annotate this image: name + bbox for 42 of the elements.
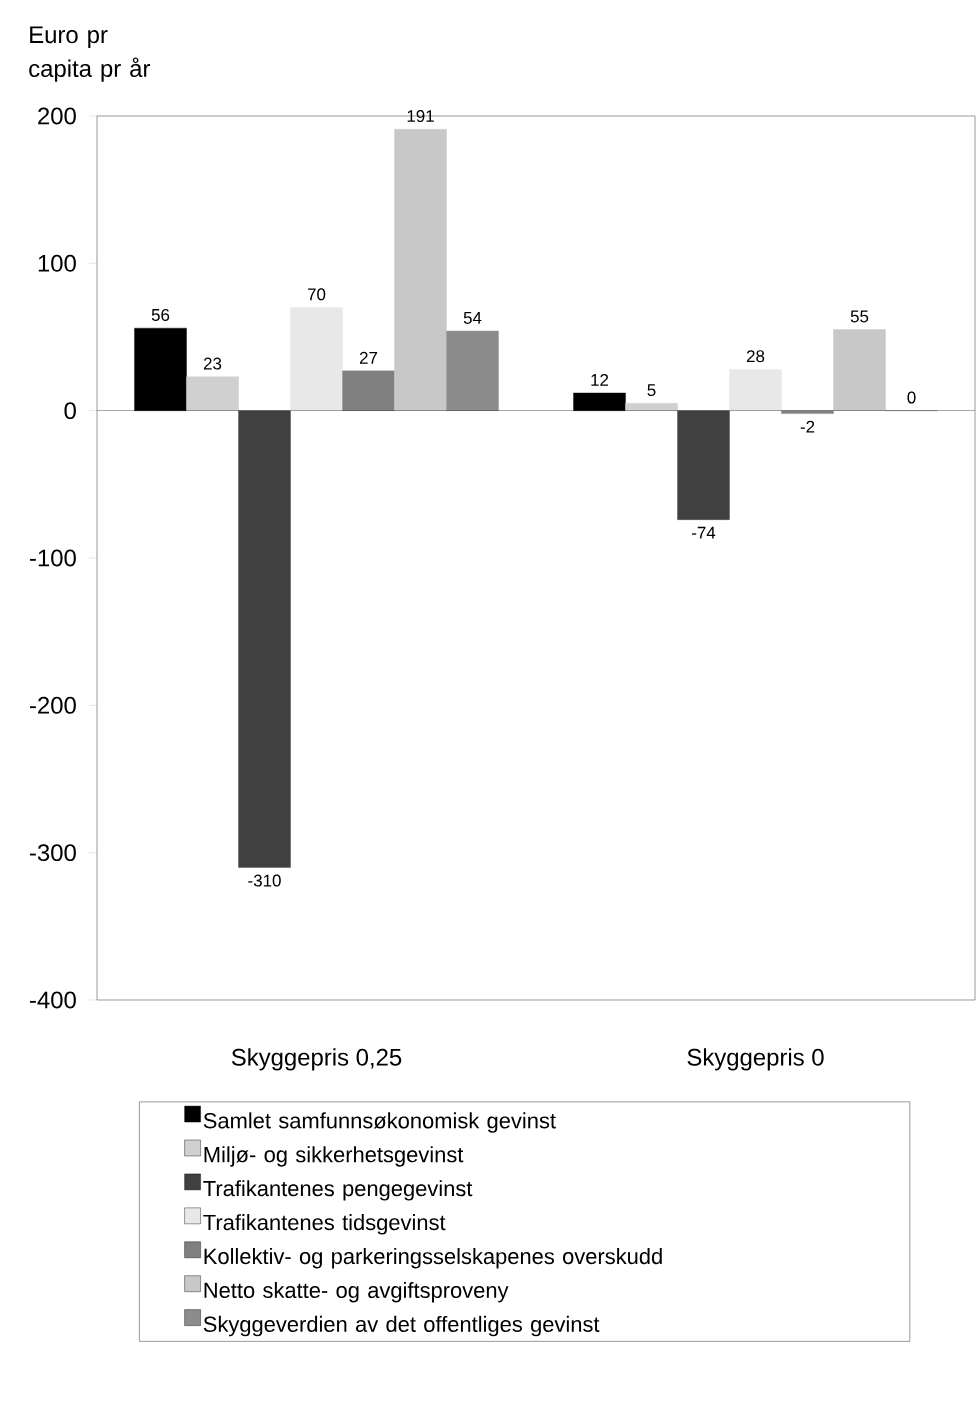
data-label: 54 — [463, 312, 482, 324]
data-label: -74 — [692, 526, 716, 539]
legend-label: Samlet samfunnsøkonomisk gevinst — [203, 1112, 556, 1133]
y-tick-label: 100 — [38, 254, 76, 272]
y-tick-label: -300 — [30, 844, 76, 862]
data-label: -2 — [800, 420, 815, 433]
bar — [677, 410, 730, 520]
y-tick-label: 200 — [38, 107, 76, 125]
legend-label: Kollektiv- og parkeringsselskapenes overskudd — [204, 1248, 662, 1269]
bar — [186, 376, 239, 411]
y-tick-label: -400 — [30, 991, 76, 1009]
legend-label: Miljø- og sikkerhetsgevinst — [204, 1146, 464, 1167]
y-axis-title: Euro pr capita pr år — [29, 26, 151, 82]
data-label: 23 — [203, 357, 222, 370]
bar — [394, 129, 447, 411]
data-label: 5 — [647, 384, 656, 397]
y-tick-label: -200 — [30, 696, 76, 714]
legend-label: Skyggeverdien av det offentliges gevinst — [203, 1315, 600, 1337]
data-label: 12 — [591, 373, 609, 386]
data-label: 0 — [907, 391, 916, 404]
x-tick-label: Skyggepris 0 — [687, 1048, 824, 1071]
y-tick-label: 0 — [64, 402, 76, 420]
data-label: 70 — [307, 288, 326, 301]
bar — [342, 370, 395, 411]
data-label: -310 — [248, 874, 281, 887]
bar — [290, 307, 343, 411]
bar — [238, 410, 291, 868]
bar — [781, 410, 834, 414]
bar — [446, 330, 499, 411]
bar — [729, 369, 782, 411]
y-tick-label: -100 — [30, 549, 76, 567]
legend-label: Netto skatte- og avgiftsproveny — [204, 1281, 509, 1303]
bar — [833, 329, 886, 411]
data-label: 28 — [746, 350, 765, 363]
data-label: 27 — [359, 351, 378, 364]
data-label: 55 — [850, 310, 869, 323]
x-tick-label: Skyggepris 0,25 — [231, 1048, 402, 1071]
legend-label: Trafikantenes pengegevinst — [203, 1180, 473, 1201]
bar — [625, 403, 678, 411]
data-label: 56 — [151, 308, 170, 321]
data-label: 191 — [407, 110, 434, 123]
legend-label: Trafikantenes tidsgevinst — [203, 1214, 446, 1235]
